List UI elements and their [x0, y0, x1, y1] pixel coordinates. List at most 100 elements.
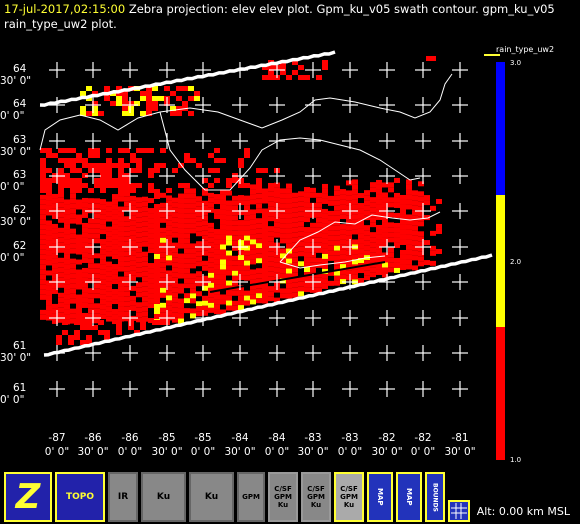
rain-pixel: [76, 153, 82, 158]
rain-pixel: [178, 233, 184, 239]
rain-pixel: [304, 232, 310, 238]
rain-pixel: [46, 295, 52, 301]
rain-pixel: [334, 215, 340, 221]
rain-pixel: [376, 184, 382, 190]
rain-pixel: [178, 218, 184, 224]
rain-pixel: [80, 340, 86, 345]
rain-pixel: [238, 183, 244, 188]
rain-pixel: [316, 222, 322, 228]
map-plot[interactable]: [0, 0, 580, 470]
rain-pixel: [256, 218, 262, 224]
rain-pixel: [94, 308, 100, 314]
rain-pixel: [124, 246, 130, 252]
rain-pixel: [82, 222, 88, 228]
rain-pixel: [370, 207, 376, 213]
rain-pixel: [418, 206, 424, 212]
rain-pixel: [352, 229, 358, 235]
grid-button[interactable]: [448, 500, 470, 522]
lon-label-deg: -83: [304, 432, 322, 444]
rain-pixel: [280, 203, 286, 209]
swath-boundary: [39, 50, 493, 357]
rain-pixel: [256, 298, 262, 304]
rain-pixel: [268, 261, 274, 267]
rain-pixel: [178, 223, 184, 229]
ir-button[interactable]: IR: [108, 472, 138, 522]
rain-pixel: [352, 194, 358, 200]
rain-pixel: [58, 197, 64, 203]
rain-pixel: [406, 199, 412, 205]
rain-pixel: [238, 270, 244, 276]
rain-pixel: [340, 214, 346, 220]
rain-pixel: [382, 202, 388, 208]
rain-pixel: [340, 194, 346, 200]
rain-pixel: [172, 207, 178, 213]
rain-pixel: [184, 188, 190, 194]
rain-pixel: [184, 228, 190, 234]
rain-pixel: [160, 217, 166, 223]
rain-pixel: [250, 284, 256, 290]
rain-pixel: [46, 178, 52, 183]
rain-pixel: [364, 270, 370, 276]
csf-gpm-ku-button-3[interactable]: C/SF GPM Ku: [334, 472, 364, 522]
rain-pixel: [346, 225, 352, 231]
rain-pixel: [322, 233, 328, 239]
rain-pixel: [196, 241, 202, 247]
zebra-button[interactable]: Z: [4, 472, 52, 522]
rain-pixel: [406, 219, 412, 225]
rain-pixel: [80, 91, 86, 96]
rain-pixel: [220, 239, 226, 245]
rain-pixel: [148, 173, 154, 178]
rain-pixel: [244, 230, 250, 236]
bounds-button[interactable]: BOUNDS: [425, 472, 445, 522]
rain-pixel: [70, 158, 76, 163]
map-button-2[interactable]: MAP: [396, 472, 422, 522]
rain-pixel: [190, 188, 196, 194]
rain-pixel: [226, 200, 232, 206]
rain-pixel: [376, 269, 382, 275]
lon-label-deg: -82: [378, 432, 396, 444]
rain-pixel: [58, 317, 64, 323]
rain-pixel: [124, 188, 130, 193]
rain-pixel: [316, 257, 322, 263]
rain-pixel: [358, 233, 364, 239]
rain-pixel: [382, 272, 388, 278]
rain-pixel: [262, 248, 268, 254]
topo-button[interactable]: TOPO: [55, 472, 105, 522]
rain-pixel: [328, 220, 334, 226]
rain-pixel: [100, 209, 106, 215]
rain-pixel: [82, 272, 88, 278]
rain-pixel: [262, 283, 268, 289]
csf-gpm-ku-button-1[interactable]: C/SF GPM Ku: [268, 472, 298, 522]
rain-pixel: [394, 242, 400, 248]
rain-pixel: [116, 96, 122, 101]
rain-pixel: [40, 294, 46, 300]
rain-pixel: [70, 308, 76, 314]
rain-pixel: [112, 319, 118, 325]
rain-pixel: [130, 300, 136, 306]
rain-pixel: [100, 199, 106, 205]
ku-button-1[interactable]: Ku: [141, 472, 186, 522]
rain-pixel: [124, 191, 130, 197]
rain-pixel: [220, 204, 226, 210]
rain-pixel: [100, 178, 106, 183]
rain-pixel: [70, 228, 76, 234]
rain-pixel: [76, 294, 82, 300]
rain-pixel: [94, 218, 100, 224]
rain-pixel: [226, 205, 232, 211]
rain-pixel: [124, 201, 130, 207]
rain-pixel: [244, 153, 250, 158]
rain-pixel: [196, 271, 202, 277]
rain-pixel: [250, 294, 256, 300]
gpm-button[interactable]: GPM: [237, 472, 265, 522]
rain-pixel: [124, 256, 130, 262]
rain-pixel: [124, 251, 130, 257]
ku-button-2[interactable]: Ku: [189, 472, 234, 522]
rain-pixel: [178, 238, 184, 244]
rain-pixel: [64, 289, 70, 295]
rain-pixel: [46, 280, 52, 286]
rain-pixel: [130, 260, 136, 266]
csf-gpm-ku-button-2[interactable]: C/SF GPM Ku: [301, 472, 331, 522]
map-button-1[interactable]: MAP: [367, 472, 393, 522]
rain-pixel: [280, 233, 286, 239]
rain-pixel: [130, 240, 136, 246]
